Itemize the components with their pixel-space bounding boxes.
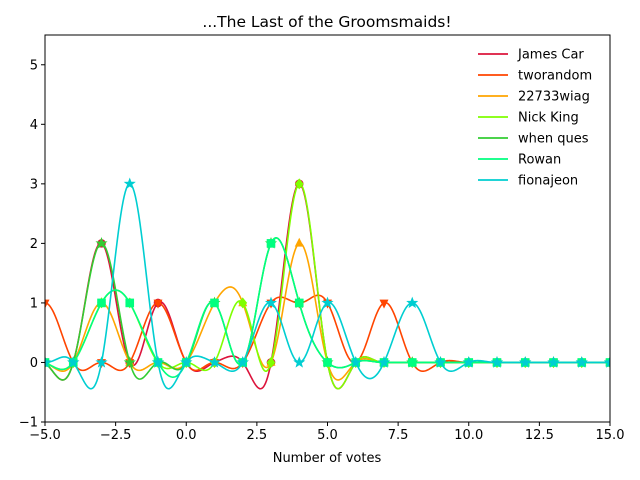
- data-point: [151, 356, 165, 368]
- legend-item: Rowan: [478, 153, 561, 168]
- data-point: [210, 298, 219, 308]
- data-point: [123, 356, 136, 368]
- data-point: [490, 356, 504, 368]
- y-tick-label: 5: [30, 58, 38, 73]
- data-point: [238, 297, 248, 309]
- x-tick-label: 10.0: [454, 428, 483, 443]
- data-point: [45, 356, 52, 368]
- y-tick-label: 1: [30, 296, 38, 311]
- x-tick-label: −5.0: [29, 428, 61, 443]
- series-7: [45, 177, 610, 390]
- legend-item: tworandom: [478, 69, 592, 84]
- y-tick-label: 3: [30, 177, 38, 192]
- legend-item: 22733wiag: [478, 90, 590, 105]
- legend-label: James Car: [517, 48, 584, 63]
- legend-label: when ques: [518, 132, 589, 147]
- data-point: [236, 356, 249, 368]
- data-point: [180, 356, 193, 368]
- y-axis: −1 0 1 2 3 4 5: [19, 58, 45, 431]
- data-point: [208, 356, 221, 368]
- data-point: [434, 356, 447, 368]
- plot-area: [45, 177, 610, 390]
- legend-label: tworandom: [518, 69, 592, 84]
- chart-title: ...The Last of the Groomsmaids!: [202, 13, 451, 31]
- data-point: [123, 177, 136, 189]
- data-point: [349, 356, 362, 368]
- data-point: [377, 356, 391, 368]
- data-point: [379, 299, 389, 309]
- legend-item: James Car: [478, 48, 584, 63]
- data-point: [603, 356, 610, 368]
- legend-label: Rowan: [518, 153, 561, 168]
- data-point: [95, 356, 108, 368]
- legend: James Car tworandom 22733wiag Nick King when…: [478, 48, 592, 189]
- y-tick-label: −1: [19, 416, 38, 431]
- data-point: [266, 356, 276, 368]
- legend-label: Nick King: [518, 111, 579, 126]
- data-point: [95, 237, 108, 249]
- x-tick-label: 0.0: [176, 428, 197, 443]
- data-point: [547, 356, 560, 368]
- data-point: [97, 298, 106, 308]
- data-point: [575, 356, 588, 368]
- data-point: [462, 356, 475, 368]
- data-point: [294, 237, 304, 247]
- data-point: [125, 298, 135, 308]
- data-point: [321, 296, 334, 309]
- x-axis: −5.0 −2.5 0.0 2.5 5.0 7.5 10.0 12.5 15.0: [29, 422, 624, 443]
- x-tick-label: 12.5: [525, 428, 554, 443]
- x-tick-label: 5.0: [317, 428, 338, 443]
- data-point: [67, 356, 80, 368]
- legend-item: Nick King: [478, 111, 579, 126]
- y-tick-label: 4: [30, 118, 38, 133]
- data-point: [294, 178, 304, 190]
- x-tick-label: 2.5: [247, 428, 268, 443]
- x-tick-label: −2.5: [100, 428, 132, 443]
- data-point: [264, 296, 278, 309]
- x-tick-label: 15.0: [596, 428, 625, 443]
- data-point: [266, 239, 276, 248]
- legend-label: fionajeon: [518, 174, 578, 189]
- legend-item: fionajeon: [478, 174, 578, 189]
- y-tick-label: 2: [30, 237, 38, 252]
- legend-item: when ques: [478, 132, 589, 147]
- x-axis-title: Number of votes: [273, 451, 382, 466]
- data-point: [323, 358, 332, 367]
- data-point: [153, 299, 163, 309]
- data-point: [406, 296, 419, 309]
- legend-label: 22733wiag: [518, 90, 590, 105]
- data-point: [45, 299, 50, 309]
- data-point: [294, 298, 304, 308]
- data-point: [407, 358, 417, 367]
- x-tick-label: 7.5: [388, 428, 409, 443]
- y-tick-label: 0: [30, 356, 38, 371]
- data-point: [293, 356, 306, 368]
- data-point: [519, 356, 532, 368]
